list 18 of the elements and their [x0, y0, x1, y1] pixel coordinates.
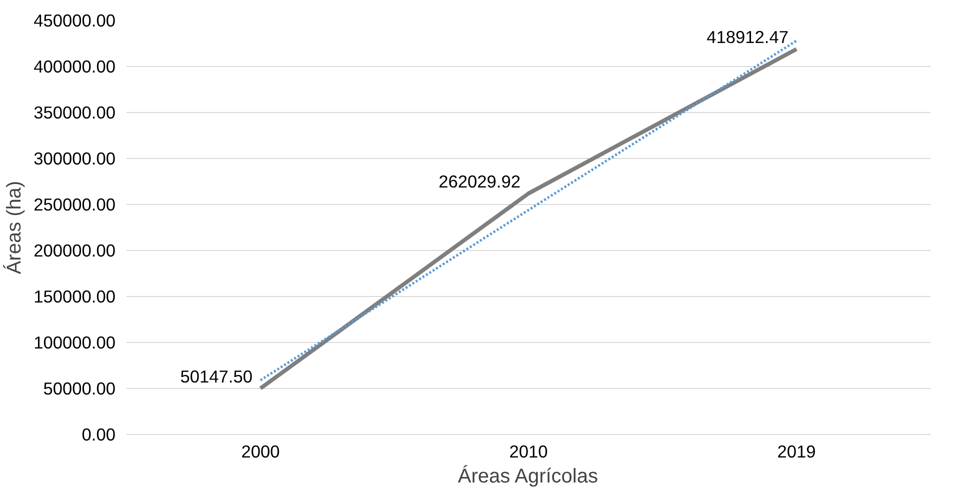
y-axis-title: Áreas (ha) [2, 180, 26, 274]
x-tick-label: 2000 [241, 442, 280, 462]
data-label: 50147.50 [180, 366, 253, 386]
x-tick-label: 2010 [509, 442, 548, 462]
x-axis-title: Áreas Agrícolas [458, 464, 598, 488]
y-tick-label: 450000.00 [34, 10, 116, 30]
y-tick-label: 50000.00 [43, 378, 116, 398]
y-tick-label: 400000.00 [34, 56, 116, 76]
y-tick-label: 250000.00 [34, 194, 116, 214]
y-tick-label: 100000.00 [34, 332, 116, 352]
y-tick-label: 0.00 [82, 424, 116, 444]
y-tick-label: 300000.00 [34, 148, 116, 168]
data-label: 262029.92 [438, 171, 521, 192]
y-tick-label: 350000.00 [34, 102, 116, 122]
data-label: 418912.47 [706, 27, 789, 48]
x-tick-label: 2019 [777, 442, 816, 462]
y-tick-label: 200000.00 [34, 240, 116, 260]
y-tick-label: 150000.00 [34, 286, 116, 306]
